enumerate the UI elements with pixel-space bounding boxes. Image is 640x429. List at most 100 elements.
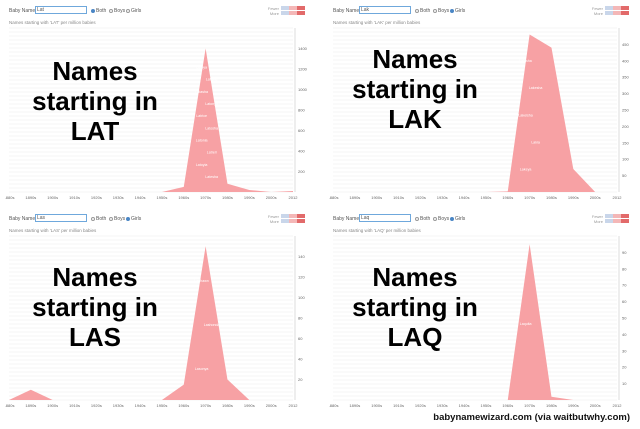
baby-name-label: Baby Name »	[333, 8, 364, 14]
band-label[interactable]: Lakisha	[519, 59, 531, 63]
band-label[interactable]: Lashonda	[204, 323, 220, 327]
x-tick-label: 2000s	[590, 195, 601, 200]
toolbox-label-more: More	[593, 11, 603, 16]
band-label[interactable]: Latasha	[195, 90, 208, 94]
radio-boys[interactable]: Boys	[109, 8, 125, 14]
radio-girls[interactable]: Girls	[126, 8, 141, 14]
x-tick-label: 1980s	[546, 403, 557, 408]
popularity-filter-buttons[interactable]	[605, 6, 629, 16]
x-tick-label: 1990s	[244, 403, 255, 408]
x-tick-label: 1920s	[91, 195, 102, 200]
band-label[interactable]: Lashawn	[194, 279, 208, 283]
x-tick-label: 2012	[289, 403, 299, 408]
band-label[interactable]: Latonya	[205, 102, 218, 106]
area-chart: Laquita 10 20 30 40 50 60 70 80 90 1880s 1890s 1900s…	[329, 235, 627, 408]
band-label[interactable]: Latoyia	[196, 163, 208, 167]
band-label[interactable]: Latoya	[196, 66, 207, 70]
radio-both[interactable]: Both	[91, 216, 106, 222]
x-tick-label: 1900s	[371, 195, 382, 200]
x-tick-label: 1960s	[502, 403, 513, 408]
y-tick-label: 200	[622, 124, 629, 129]
area-series[interactable]	[333, 244, 617, 400]
x-tick-label: 1950s	[156, 195, 167, 200]
overlay-line: Names	[52, 262, 138, 292]
y-tick-label: 100	[622, 157, 629, 162]
popularity-filter-buttons[interactable]	[281, 214, 305, 224]
band-label[interactable]: Latonia	[196, 138, 208, 142]
area-chart: Lakisha Lakesha Lakeisha Lakia Lakeya 50 100 15…	[329, 27, 629, 200]
overlay-caption: Names starting in LAS	[20, 262, 170, 352]
radio-dot-icon	[126, 9, 130, 13]
y-tick-label: 40	[622, 332, 627, 337]
y-tick-label: 60	[622, 299, 627, 304]
radio-boys[interactable]: Boys	[109, 216, 125, 222]
area-series[interactable]	[9, 48, 293, 193]
radio-label: Boys	[438, 216, 450, 222]
band-label[interactable]: Lasonya	[195, 367, 209, 371]
toolbox-label-more: More	[593, 219, 603, 224]
band-label[interactable]: Latisha	[206, 78, 218, 82]
radio-both[interactable]: Both	[91, 8, 106, 14]
overlay-line: starting in	[32, 86, 158, 116]
x-tick-label: 1940s	[459, 403, 470, 408]
y-tick-label: 350	[622, 75, 629, 80]
chart-panel-lat: Baby Name » Lat Both Boys Girls Fewer More Name…	[5, 4, 311, 202]
x-tick-label: 1930s	[437, 195, 448, 200]
y-tick-label: 150	[622, 140, 629, 145]
toolbox-label-fewer: Fewer	[267, 6, 279, 11]
y-tick-label: 50	[622, 173, 627, 178]
radio-dot-icon	[109, 9, 113, 13]
radio-girls[interactable]: Girls	[450, 216, 465, 222]
baby-name-input[interactable]: Las	[35, 214, 87, 222]
band-label[interactable]: Lakeya	[520, 167, 532, 171]
x-tick-label: 2000s	[590, 403, 601, 408]
overlay-line: LAS	[69, 322, 121, 352]
x-tick-label: 1970s	[524, 195, 535, 200]
radio-girls[interactable]: Girls	[450, 8, 465, 14]
radio-dot-icon	[415, 217, 419, 221]
band-label[interactable]: Latesha	[205, 175, 218, 179]
radio-both[interactable]: Both	[415, 8, 430, 14]
radio-boys[interactable]: Boys	[433, 216, 449, 222]
baby-name-label: Baby Name »	[9, 216, 40, 222]
band-label[interactable]: Latrice	[196, 114, 207, 118]
area-series[interactable]	[9, 246, 293, 400]
band-label[interactable]: Lakia	[531, 140, 540, 144]
x-tick-label: 1990s	[244, 195, 255, 200]
chart-subtitle: Names starting with 'LAS' per million ba…	[9, 228, 97, 233]
y-tick-label: 90	[622, 250, 627, 255]
band-label[interactable]: Laquita	[520, 322, 532, 326]
band-label[interactable]: Latrell	[207, 151, 217, 155]
band-label[interactable]: Lakeisha	[518, 113, 532, 117]
baby-name-input[interactable]: Lat	[35, 6, 87, 14]
panel-toolbar: Baby Name » Laq Both Boys Girls Fewer More	[329, 212, 635, 226]
overlay-line: starting in	[352, 74, 478, 104]
band-label[interactable]: Latosha	[205, 126, 218, 130]
panel-toolbar: Baby Name » Lak Both Boys Girls Fewer More	[329, 4, 635, 18]
y-tick-label: 1000	[298, 87, 308, 92]
x-tick-label: 1970s	[524, 403, 535, 408]
radio-both[interactable]: Both	[415, 216, 430, 222]
overlay-line: Names	[372, 44, 458, 74]
toolbox-labels: Fewer More	[592, 214, 603, 224]
radio-label: Boys	[438, 8, 450, 14]
toolbox-label-fewer: Fewer	[267, 214, 279, 219]
radio-boys[interactable]: Boys	[433, 8, 449, 14]
chart-panel-lak: Baby Name » Lak Both Boys Girls Fewer More Name…	[329, 4, 635, 202]
band-label[interactable]: Lakesha	[529, 86, 543, 90]
overlay-line: starting in	[352, 292, 478, 322]
radio-label: Both	[96, 216, 107, 222]
x-tick-label: 1900s	[47, 403, 58, 408]
popularity-filter-buttons[interactable]	[605, 214, 629, 224]
baby-name-input[interactable]: Lak	[359, 6, 411, 14]
y-tick-label: 20	[622, 365, 627, 370]
radio-dot-icon	[109, 217, 113, 221]
radio-label: Girls	[131, 8, 142, 14]
popularity-filter-buttons[interactable]	[281, 6, 305, 16]
baby-name-input[interactable]: Laq	[359, 214, 411, 222]
radio-girls[interactable]: Girls	[126, 216, 141, 222]
area-series[interactable]	[333, 34, 617, 192]
x-tick-label: 1920s	[415, 195, 426, 200]
y-tick-label: 1400	[298, 46, 308, 51]
radio-label: Girls	[131, 216, 142, 222]
